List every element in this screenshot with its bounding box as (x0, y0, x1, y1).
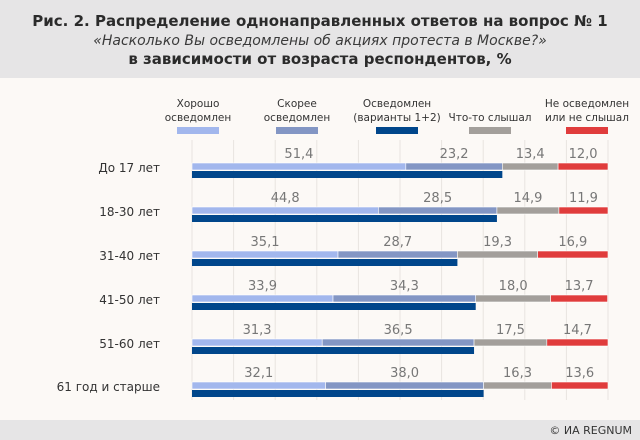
data-label: 31,3 (243, 323, 272, 338)
bar-segment (550, 294, 608, 303)
chart-subtitle: «Насколько Вы осведомлены об акциях прот… (93, 33, 547, 49)
bar-aware-total (192, 215, 497, 222)
data-label: 12,0 (569, 147, 598, 162)
data-label: 13,7 (565, 279, 594, 294)
bar-aware-total (192, 390, 484, 397)
chart-title: Рис. 2. Распределение однонаправленных о… (32, 12, 607, 30)
legend-swatch (376, 127, 418, 134)
data-label: 34,3 (390, 279, 419, 294)
data-label: 33,9 (248, 279, 277, 294)
data-label: 19,3 (483, 235, 512, 250)
legend-label: Что-то слышал (449, 112, 532, 124)
category-label: 41-50 лет (99, 293, 160, 307)
data-label: 13,6 (565, 366, 594, 381)
bar-segment (475, 294, 551, 303)
legend-swatch (566, 127, 608, 134)
bar-segment (537, 250, 609, 259)
legend-label: осведомлен (165, 112, 232, 124)
bar-segment (191, 381, 326, 390)
data-label: 38,0 (390, 366, 419, 381)
data-label: 23,2 (440, 147, 469, 162)
data-label: 11,9 (569, 191, 598, 206)
bar-segment (191, 338, 323, 347)
bar-segment (502, 162, 559, 171)
data-label: 28,7 (383, 235, 412, 250)
header-band (0, 0, 640, 78)
bar-segment (557, 162, 609, 171)
data-label: 28,5 (423, 191, 452, 206)
copyright: © ИА REGNUM (549, 424, 632, 437)
data-label: 18,0 (499, 279, 528, 294)
bar-segment (191, 250, 339, 259)
data-label: 14,9 (513, 191, 542, 206)
legend-label: осведомлен (264, 112, 331, 124)
legend-label: Осведомлен (363, 98, 431, 110)
category-label: 61 год и старше (57, 380, 160, 394)
legend-label: Не осведомлен (545, 98, 629, 110)
legend-label: или не слышал (545, 112, 629, 124)
bar-aware-total (192, 171, 503, 178)
bar-segment (457, 250, 538, 259)
data-label: 44,8 (271, 191, 300, 206)
data-label: 35,1 (251, 235, 280, 250)
bar-segment (405, 162, 503, 171)
bar-segment (191, 294, 334, 303)
category-label: 51-60 лет (99, 337, 160, 351)
data-label: 51,4 (284, 147, 313, 162)
data-label: 32,1 (244, 366, 273, 381)
legend-label: (варианты 1+2) (353, 112, 441, 124)
bar-segment (191, 162, 407, 171)
bar-segment (191, 206, 379, 215)
footer-band (0, 420, 640, 440)
data-label: 36,5 (384, 323, 413, 338)
data-label: 13,4 (516, 147, 545, 162)
plot-background (0, 78, 640, 420)
bar-segment (551, 381, 609, 390)
bar-segment (546, 338, 609, 347)
legend-swatch (177, 127, 219, 134)
bar-segment (337, 250, 458, 259)
legend-swatch (469, 127, 511, 134)
bar-segment (332, 294, 477, 303)
category-label: 18-30 лет (99, 205, 160, 219)
data-label: 17,5 (496, 323, 525, 338)
legend-label: Хорошо (177, 98, 220, 110)
data-label: 14,7 (563, 323, 592, 338)
bar-aware-total (192, 259, 458, 266)
bar-segment (378, 206, 498, 215)
bar-segment (558, 206, 609, 215)
bar-segment (321, 338, 475, 347)
bar-aware-total (192, 347, 475, 354)
bar-aware-total (192, 303, 476, 310)
data-label: 16,9 (558, 235, 587, 250)
legend-label: Скорее (277, 98, 317, 110)
bar-segment (325, 381, 484, 390)
legend-swatch (276, 127, 318, 134)
bar-segment (483, 381, 552, 390)
category-label: 31-40 лет (99, 249, 160, 263)
chart-subtitle-2: в зависимости от возраста респондентов, … (128, 50, 511, 68)
data-label: 16,3 (503, 366, 532, 381)
bar-segment (496, 206, 560, 215)
bar-segment (473, 338, 548, 347)
category-label: До 17 лет (98, 161, 160, 175)
